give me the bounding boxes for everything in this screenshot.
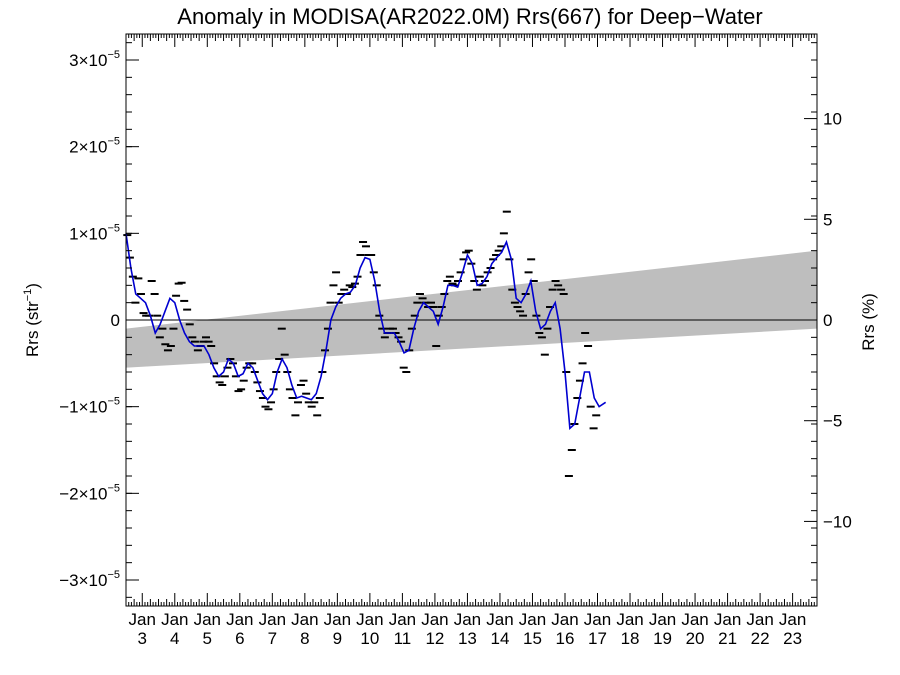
left-tick-label: 2×10−5	[69, 136, 120, 157]
x-tick-year-label: 16	[556, 629, 575, 648]
x-tick-month-label: Jan	[551, 610, 578, 629]
x-tick-year-label: 22	[751, 629, 770, 648]
right-axis-label: Rrs (%)	[859, 293, 878, 351]
x-tick-month-label: Jan	[324, 610, 351, 629]
left-axis-label: Rrs (str−1)	[22, 283, 42, 357]
x-tick-year-label: 18	[621, 629, 640, 648]
x-tick-year-label: 13	[458, 629, 477, 648]
right-axis: −10 −5 0 5 10	[804, 110, 852, 531]
chart-title: Anomaly in MODISA(AR2022.0M) Rrs(667) fo…	[177, 4, 762, 29]
right-tick-label: 5	[823, 210, 832, 229]
x-tick-year-label: 11	[394, 629, 412, 648]
x-tick-month-label: Jan	[519, 610, 546, 629]
x-tick-year-label: 8	[300, 629, 309, 648]
x-tick-month-label: Jan	[486, 610, 513, 629]
x-tick-month-label: Jan	[226, 610, 253, 629]
right-tick-label: −10	[823, 512, 852, 531]
right-tick-label: −5	[823, 412, 842, 431]
x-tick-year-label: 14	[490, 629, 509, 648]
x-tick-year-label: 12	[425, 629, 444, 648]
right-tick-label: 10	[823, 110, 842, 129]
x-tick-month-label: Jan	[779, 610, 806, 629]
x-tick-month-label: Jan	[356, 610, 383, 629]
x-tick-year-label: 7	[268, 629, 277, 648]
x-tick-month-label: Jan	[421, 610, 448, 629]
left-tick-label: 0	[111, 311, 120, 330]
x-tick-month-label: Jan	[714, 610, 741, 629]
x-tick-month-label: Jan	[616, 610, 643, 629]
x-tick-year-label: 4	[170, 629, 179, 648]
x-tick-month-label: Jan	[584, 610, 611, 629]
x-tick-month-label: Jan	[649, 610, 676, 629]
left-tick-label: −2×10−5	[59, 482, 120, 503]
left-tick-label: −3×10−5	[59, 569, 120, 590]
x-tick-year-label: 3	[138, 629, 147, 648]
left-tick-label: 3×10−5	[69, 49, 120, 70]
x-tick-month-label: Jan	[681, 610, 708, 629]
smoothed-anomaly-line	[125, 233, 607, 430]
trend-band	[126, 250, 817, 368]
x-tick-month-label: Jan	[389, 610, 416, 629]
x-tick-year-label: 6	[235, 629, 244, 648]
x-tick-year-label: 9	[333, 629, 342, 648]
x-tick-month-label: Jan	[291, 610, 318, 629]
left-tick-label: 1×10−5	[69, 222, 120, 243]
left-tick-label: −1×10−5	[59, 396, 120, 417]
left-axis: −3×10−5 −2×10−5 −1×10−5 0 1×10−5 2×10−5 3×10−5	[59, 42, 817, 598]
x-tick-month-label: Jan	[194, 610, 221, 629]
x-tick-year-label: 19	[653, 629, 672, 648]
x-tick-year-label: 21	[718, 629, 737, 648]
x-tick-month-label: Jan	[161, 610, 188, 629]
x-tick-month-label: Jan	[259, 610, 286, 629]
x-tick-year-label: 10	[360, 629, 379, 648]
x-tick-month-label: Jan	[746, 610, 773, 629]
x-tick-year-label: 17	[588, 629, 607, 648]
x-tick-year-label: 5	[203, 629, 212, 648]
x-tick-month-label: Jan	[454, 610, 481, 629]
x-tick-year-label: 20	[686, 629, 705, 648]
x-tick-month-label: Jan	[129, 610, 156, 629]
x-axis: Jan3Jan4Jan5Jan6Jan7Jan8Jan9Jan10Jan11Ja…	[125, 34, 818, 648]
x-tick-year-label: 15	[523, 629, 542, 648]
right-tick-label: 0	[823, 311, 832, 330]
x-tick-year-label: 23	[783, 629, 802, 648]
